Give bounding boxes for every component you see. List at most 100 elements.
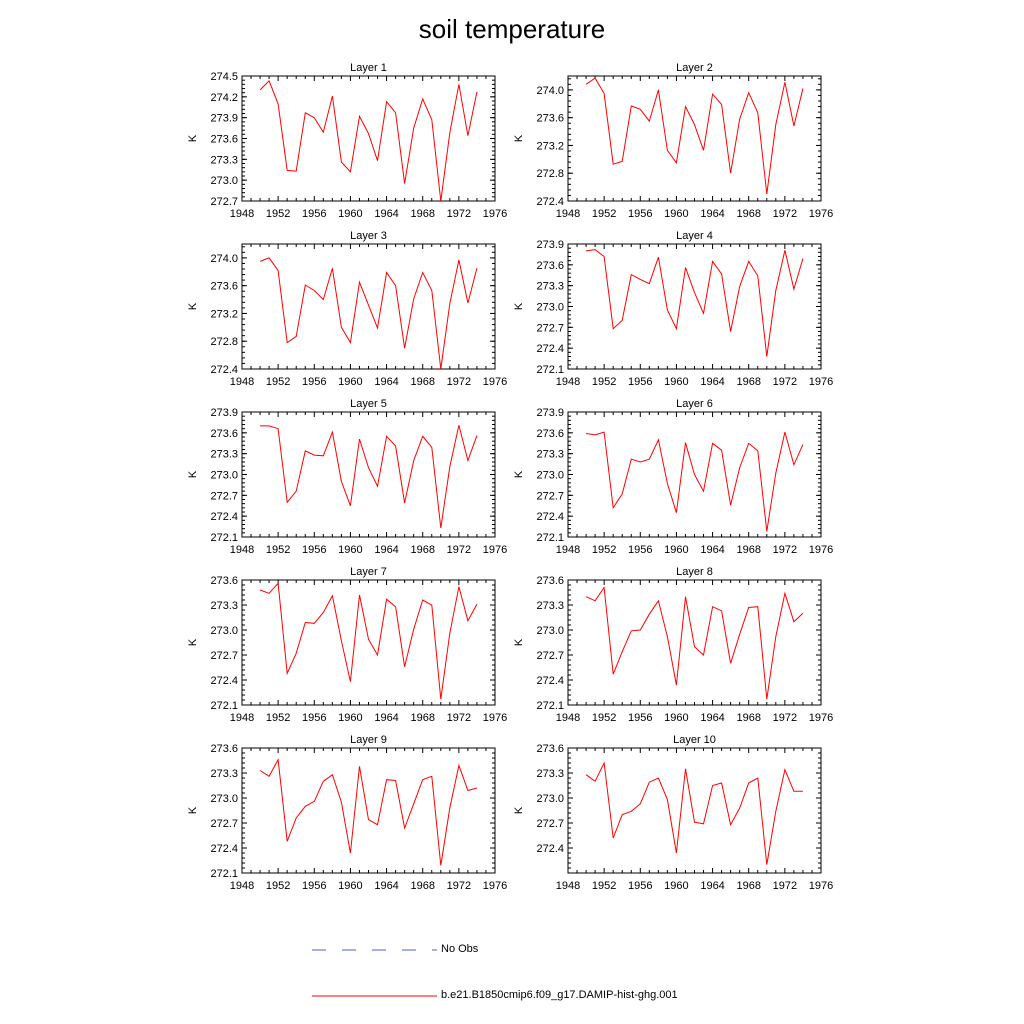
x-tick-label-7: 1964 (374, 712, 398, 724)
x-tick-label-10: 1972 (773, 880, 797, 892)
x-tick-label-6: 1948 (556, 544, 580, 556)
x-tick-label-7: 1972 (447, 712, 471, 724)
y-tick-label-1: 274.5 (210, 71, 238, 83)
panel-title-5: Layer 5 (350, 398, 387, 410)
x-tick-label-6: 1952 (592, 544, 616, 556)
x-tick-label-1: 1972 (447, 208, 471, 220)
y-tick-label-7: 273.3 (210, 600, 238, 612)
panel-frame-5 (241, 411, 496, 538)
x-tick-label-9: 1960 (338, 880, 362, 892)
y-tick-label-1: 273.6 (210, 134, 238, 146)
y-tick-label-4: 273.9 (536, 239, 564, 251)
x-tick-label-3: 1972 (447, 376, 471, 388)
series-line-layer-3 (259, 257, 478, 370)
y-axis-label-10: K (513, 806, 525, 814)
y-tick-label-4: 272.7 (536, 322, 564, 334)
x-tick-label-6: 1960 (664, 544, 688, 556)
y-tick-label-8: 272.1 (536, 700, 564, 712)
x-tick-label-4: 1948 (556, 376, 580, 388)
x-tick-label-10: 1948 (556, 880, 580, 892)
y-tick-label-8: 272.7 (536, 650, 564, 662)
x-tick-label-4: 1964 (700, 376, 724, 388)
x-tick-label-7: 1968 (410, 712, 434, 724)
x-tick-label-8: 1972 (773, 712, 797, 724)
x-tick-label-10: 1968 (736, 880, 760, 892)
x-tick-label-1: 1964 (374, 208, 398, 220)
y-axis-label-4: K (513, 302, 525, 310)
y-tick-label-9: 272.7 (210, 818, 238, 830)
x-tick-label-7: 1956 (302, 712, 326, 724)
y-tick-label-2: 272.4 (536, 196, 564, 208)
y-tick-label-6: 273.3 (536, 449, 564, 461)
y-tick-label-4: 273.0 (536, 302, 564, 314)
y-tick-label-8: 272.4 (536, 675, 564, 687)
y-tick-label-5: 273.6 (210, 428, 238, 440)
panel-title-8: Layer 8 (676, 566, 713, 578)
series-line-layer-1 (259, 80, 478, 202)
x-tick-label-10: 1964 (700, 880, 724, 892)
x-tick-label-1: 1948 (230, 208, 254, 220)
y-axis-label-8: K (513, 638, 525, 646)
y-axis-label-5: K (187, 470, 199, 478)
panel-frame-3 (241, 243, 496, 370)
x-tick-label-4: 1952 (592, 376, 616, 388)
x-tick-label-6: 1956 (628, 544, 652, 556)
x-tick-label-10: 1956 (628, 880, 652, 892)
y-tick-label-5: 273.3 (210, 449, 238, 461)
y-tick-label-2: 273.2 (536, 140, 564, 152)
y-axis-label-2: K (513, 134, 525, 142)
panel-frame-10 (567, 747, 822, 874)
x-tick-label-9: 1972 (447, 880, 471, 892)
x-tick-label-1: 1956 (302, 208, 326, 220)
x-tick-label-1: 1968 (410, 208, 434, 220)
panel-frame-8 (567, 579, 822, 706)
x-tick-label-4: 1968 (736, 376, 760, 388)
x-tick-label-2: 1960 (664, 208, 688, 220)
y-tick-label-6: 272.1 (536, 532, 564, 544)
y-tick-label-6: 273.6 (536, 428, 564, 440)
y-axis-label-6: K (513, 470, 525, 478)
y-tick-label-9: 273.6 (210, 743, 238, 755)
series-line-layer-10 (585, 761, 803, 865)
panel-title-10: Layer 10 (673, 734, 716, 746)
x-tick-label-8: 1976 (809, 712, 833, 724)
x-tick-label-9: 1968 (410, 880, 434, 892)
y-tick-label-4: 272.1 (536, 364, 564, 376)
x-tick-label-3: 1956 (302, 376, 326, 388)
x-tick-label-5: 1948 (230, 544, 254, 556)
y-axis-label-9: K (187, 806, 199, 814)
chart-title: soil temperature (418, 14, 606, 44)
y-tick-label-7: 272.1 (210, 700, 238, 712)
y-tick-label-10: 273.3 (536, 768, 564, 780)
series-line-layer-7 (259, 582, 478, 700)
x-tick-label-8: 1956 (628, 712, 652, 724)
x-tick-label-5: 1972 (447, 544, 471, 556)
y-tick-label-6: 273.0 (536, 470, 564, 482)
x-tick-label-9: 1976 (483, 880, 507, 892)
x-tick-label-6: 1976 (809, 544, 833, 556)
series-line-layer-4 (586, 249, 804, 357)
x-tick-label-5: 1960 (338, 544, 362, 556)
x-tick-label-9: 1948 (230, 880, 254, 892)
y-tick-label-3: 274.0 (210, 253, 238, 265)
y-axis-label-7: K (187, 638, 199, 646)
x-tick-label-6: 1972 (773, 544, 797, 556)
x-tick-label-6: 1968 (736, 544, 760, 556)
y-tick-label-8: 273.3 (536, 600, 564, 612)
x-tick-label-8: 1948 (556, 712, 580, 724)
x-tick-label-5: 1964 (374, 544, 398, 556)
panel-frame-2 (567, 75, 822, 202)
x-tick-label-5: 1952 (266, 544, 290, 556)
y-tick-label-7: 273.0 (210, 625, 238, 637)
x-tick-label-1: 1976 (483, 208, 507, 220)
x-tick-label-2: 1956 (628, 208, 652, 220)
y-tick-label-8: 273.0 (536, 625, 564, 637)
x-tick-label-1: 1960 (338, 208, 362, 220)
y-tick-label-4: 272.4 (536, 343, 564, 355)
y-axis-label-1: K (187, 134, 199, 142)
x-tick-label-2: 1948 (556, 208, 580, 220)
x-tick-label-9: 1956 (302, 880, 326, 892)
panel-frame-4 (567, 243, 822, 370)
y-tick-label-2: 274.0 (536, 85, 564, 97)
x-tick-label-9: 1964 (374, 880, 398, 892)
